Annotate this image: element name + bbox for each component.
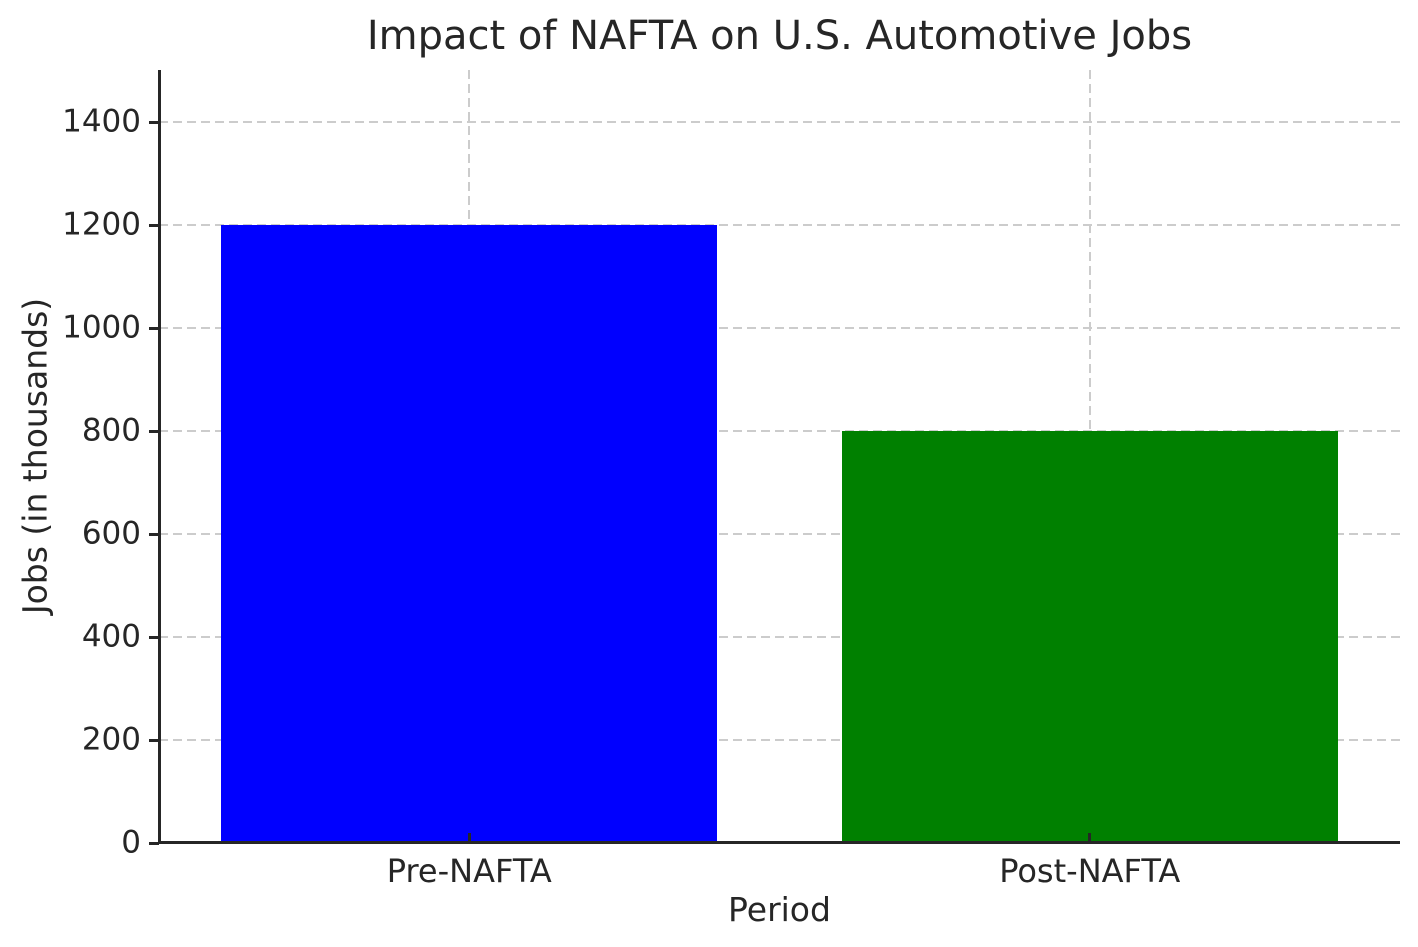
y-tick-label-1200: 1200: [62, 206, 141, 243]
y-tick-mark-1200: [149, 223, 159, 227]
h-gridline-800: [159, 429, 1400, 432]
bottom-spine: [158, 841, 1400, 844]
y-tick-mark-200: [149, 738, 159, 742]
h-gridline-1200: [159, 223, 1400, 226]
y-tick-label-0: 0: [121, 824, 141, 861]
y-axis-label: Jobs (in thousands): [15, 297, 55, 615]
x-axis-label: Period: [728, 890, 831, 929]
x-tick-label-0: Pre-NAFTA: [386, 852, 552, 890]
left-spine: [158, 70, 161, 843]
h-gridline-600: [159, 532, 1400, 535]
x-tick-label-1: Post-NAFTA: [999, 852, 1181, 890]
x-tick-mark-0: [467, 833, 471, 843]
bar-pre-nafta: [221, 224, 718, 843]
y-tick-mark-1400: [149, 120, 159, 124]
y-tick-mark-400: [149, 635, 159, 639]
y-tick-label-1000: 1000: [62, 309, 141, 346]
y-tick-mark-600: [149, 532, 159, 536]
x-tick-mark-1: [1088, 833, 1092, 843]
y-tick-label-800: 800: [81, 412, 141, 449]
y-tick-mark-0: [149, 842, 159, 845]
h-gridline-200: [159, 738, 1400, 741]
y-tick-label-1400: 1400: [62, 103, 141, 140]
y-tick-label-600: 600: [81, 515, 141, 552]
plot-area: [158, 70, 1400, 844]
bar-post-nafta: [841, 430, 1338, 843]
y-tick-mark-800: [149, 429, 159, 433]
h-gridline-1400: [159, 120, 1400, 123]
h-gridline-1000: [159, 326, 1400, 329]
chart-title: Impact of NAFTA on U.S. Automotive Jobs: [366, 13, 1193, 59]
h-gridline-400: [159, 635, 1400, 638]
y-tick-mark-1000: [149, 326, 159, 330]
y-tick-label-200: 200: [81, 721, 141, 758]
y-tick-label-400: 400: [81, 618, 141, 655]
